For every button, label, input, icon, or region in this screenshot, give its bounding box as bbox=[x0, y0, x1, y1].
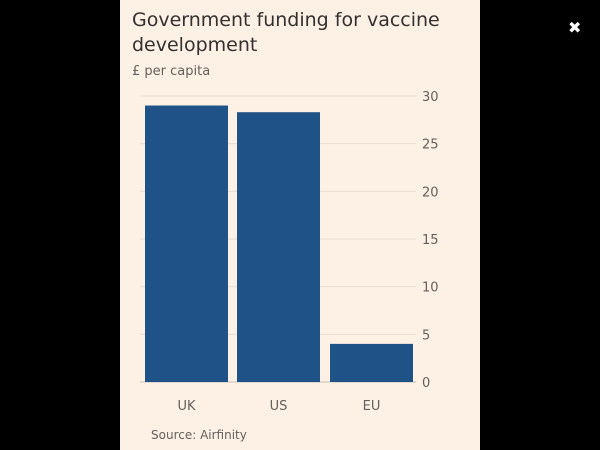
x-tick-label: US bbox=[270, 399, 288, 414]
bar-chart: 0 5 10 15 20 25 30 UK US EU bbox=[140, 90, 439, 414]
chart-subtitle: £ per capita bbox=[132, 64, 211, 79]
chart-source: Source: Airfinity bbox=[151, 428, 247, 442]
y-tick-label: 25 bbox=[422, 138, 439, 153]
y-tick-label: 10 bbox=[422, 281, 439, 296]
chart-title: Government funding for vaccine developme… bbox=[132, 9, 440, 56]
bar-eu bbox=[330, 343, 413, 382]
y-tick-label: 30 bbox=[422, 90, 439, 105]
close-icon[interactable]: ✖ bbox=[568, 18, 582, 37]
y-tick-label: 20 bbox=[422, 185, 439, 200]
bar-uk bbox=[145, 105, 228, 383]
chart-card: Government funding for vaccine developme… bbox=[120, 0, 480, 450]
bar-us bbox=[237, 112, 320, 382]
x-tick-label: UK bbox=[177, 399, 196, 414]
y-tick-label: 15 bbox=[422, 233, 439, 248]
y-tick-label: 0 bbox=[422, 376, 430, 391]
y-tick-label: 5 bbox=[422, 328, 430, 343]
x-tick-label: EU bbox=[363, 399, 381, 414]
